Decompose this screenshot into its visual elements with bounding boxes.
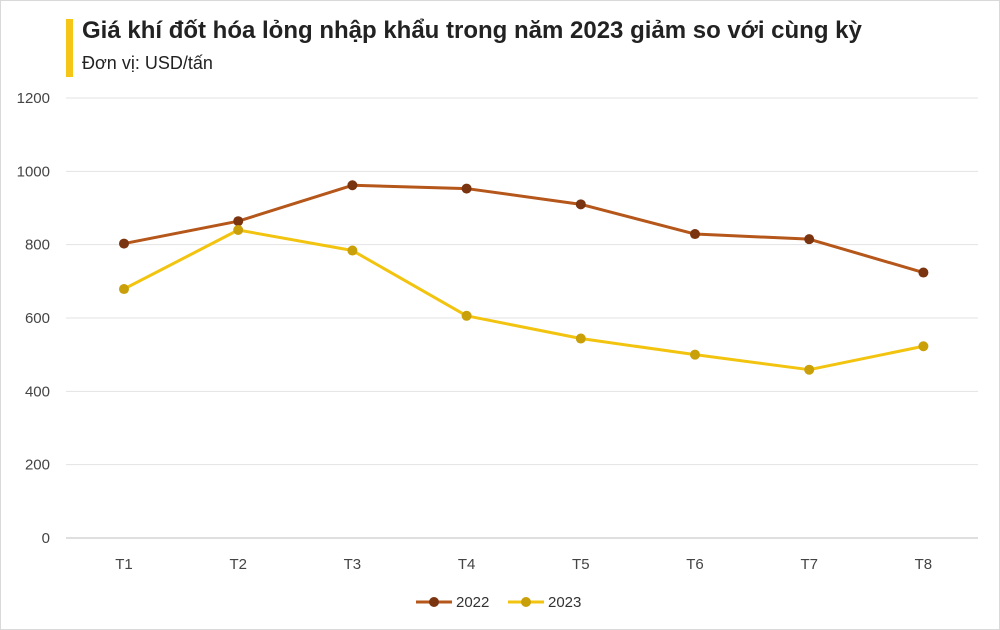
data-point	[347, 180, 358, 191]
y-tick-label: 800	[25, 237, 50, 254]
data-point	[690, 229, 700, 240]
legend-label: 2022	[456, 594, 489, 611]
gridlines	[66, 97, 978, 539]
data-point	[575, 333, 586, 344]
x-tick-label: T2	[229, 556, 247, 573]
y-tick-label: 1200	[17, 90, 50, 107]
x-axis-ticks: T1 T2 T3 T4 T5 T6 T7 T8	[115, 556, 932, 573]
x-tick-label: T8	[915, 556, 933, 573]
y-tick-label: 0	[42, 530, 50, 547]
y-tick-label: 600	[25, 310, 50, 327]
x-tick-label: T6	[686, 556, 704, 573]
data-point	[461, 310, 472, 321]
legend-marker	[429, 597, 439, 607]
data-point	[119, 284, 129, 295]
chart-title: Giá khí đốt hóa lỏng nhập khẩu trong năm…	[82, 17, 862, 44]
legend-item-2023: 2023	[508, 594, 581, 611]
x-tick-label: T5	[572, 556, 590, 573]
y-tick-label: 200	[25, 457, 50, 474]
data-point	[918, 341, 929, 352]
x-tick-label: T3	[344, 556, 362, 573]
y-axis-ticks: 0 200 400 600 800 1000 1200	[17, 90, 50, 547]
legend: 2022 2023	[416, 594, 581, 611]
title-accent-bar	[66, 19, 73, 77]
data-point	[233, 225, 244, 235]
series-layer	[119, 180, 929, 375]
legend-label: 2023	[548, 594, 581, 611]
y-tick-label: 400	[25, 383, 50, 400]
x-tick-label: T1	[115, 556, 133, 573]
chart-subtitle: Đơn vị: USD/tấn	[82, 53, 213, 73]
series-2023	[119, 225, 929, 375]
series-line	[122, 183, 925, 275]
x-tick-label: T4	[458, 556, 476, 573]
data-point	[575, 199, 586, 210]
data-point	[347, 245, 358, 256]
data-point	[461, 183, 472, 194]
data-point	[119, 238, 129, 249]
data-point	[918, 267, 929, 278]
legend-item-2022: 2022	[416, 594, 489, 611]
data-point	[804, 364, 815, 375]
data-point	[233, 216, 244, 227]
x-tick-label: T7	[800, 556, 818, 573]
series-2022	[119, 180, 929, 278]
data-point	[804, 234, 815, 245]
series-line	[122, 228, 925, 372]
legend-marker	[521, 597, 531, 607]
data-point	[690, 349, 700, 360]
y-tick-label: 1000	[17, 163, 50, 180]
